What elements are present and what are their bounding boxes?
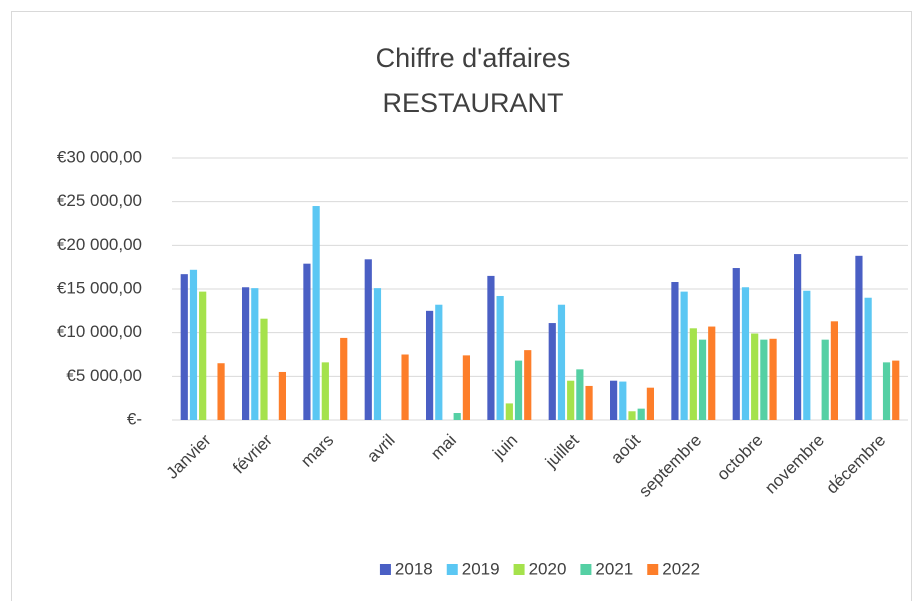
bar [180,274,188,420]
bar [462,355,470,420]
bar [364,259,372,420]
bar [760,339,768,420]
bar [689,328,697,420]
bar [567,380,575,420]
bar [426,310,434,420]
bar [340,337,348,420]
bar [260,318,268,420]
bar [637,408,645,420]
bar [548,323,556,420]
bar [524,350,532,420]
bar [199,291,207,420]
bar [751,333,759,420]
bar [680,291,688,420]
bar [732,268,740,420]
bar [585,385,593,420]
y-tick-label: €30 000,00 [57,147,142,166]
bar [496,295,504,420]
bar [312,206,320,420]
bar [741,287,750,420]
y-tick-label: €- [127,409,142,428]
bar [882,362,891,420]
legend-swatch [647,564,659,575]
bar [830,321,838,420]
bar [217,363,225,420]
legend-swatch [513,564,525,575]
bar [435,304,443,420]
bar [628,411,636,420]
bar [373,288,382,420]
bar [803,290,811,420]
bar [708,326,716,420]
legend-label: 2018 [395,559,433,578]
y-tick-label: €15 000,00 [57,278,142,297]
bar [505,403,513,420]
bar [576,369,584,420]
bar [557,304,566,420]
bar [278,371,286,420]
bar [646,387,654,420]
bar [864,297,872,420]
bar [401,354,409,420]
y-tick-label: €10 000,00 [57,322,142,341]
bar [487,275,495,420]
legend-label: 2022 [662,559,700,578]
bar [303,263,311,420]
bar [855,255,863,420]
chart-subtitle: RESTAURANT [382,88,563,118]
legend-swatch [580,564,592,575]
bar [892,360,900,420]
bar [821,339,829,420]
bar [610,380,618,420]
chart-title: Chiffre d'affaires [376,43,571,73]
bar [769,338,777,420]
bar [242,287,250,420]
bar [189,269,198,420]
bar [321,362,329,420]
y-tick-label: €5 000,00 [66,366,142,385]
y-tick-label: €20 000,00 [57,235,142,254]
legend-swatch [446,564,458,575]
bar [453,413,461,420]
bar [619,381,627,420]
legend-label: 2019 [462,559,500,578]
bar [794,254,802,420]
legend-label: 2020 [529,559,567,578]
bar [251,288,259,420]
chart-frame [11,11,912,606]
bar [671,282,679,420]
y-tick-label: €25 000,00 [57,191,142,210]
legend-swatch [379,564,391,575]
bar [514,360,523,420]
bar [698,339,707,420]
legend-label: 2021 [595,559,633,578]
